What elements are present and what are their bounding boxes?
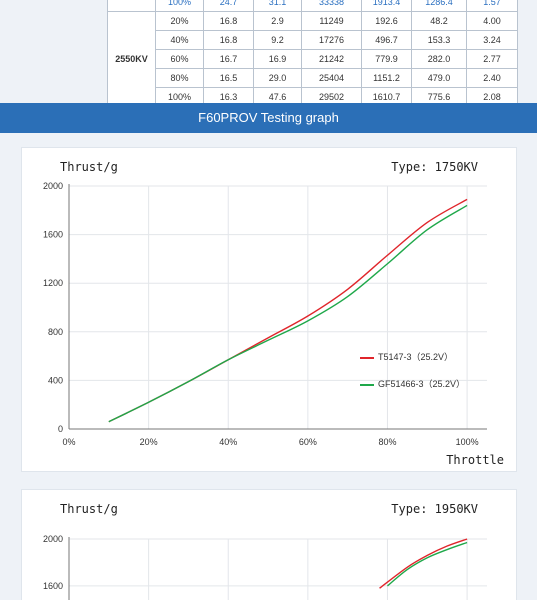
y-axis-label: Thrust/g	[60, 502, 118, 516]
chart-1950kv: 2000 1600	[43, 534, 487, 600]
chart-1750kv: 0 400 800 1200 1600 2000 0% 20% 40% 60% 80% 100%	[43, 181, 487, 447]
y-tick-label: 1200	[43, 278, 63, 288]
table-row: 60% 16.7 16.9 21242 779.9 282.0 2.77	[108, 49, 518, 69]
chart-card-1950kv: 2000 1600 Thrust/g Type: 1950KV	[21, 489, 517, 600]
table-cell: 33338	[301, 0, 362, 12]
y-axis-label: Thrust/g	[60, 160, 118, 174]
legend-item-t5147: T5147-3（25.2V）	[360, 350, 453, 363]
table-cell: 16.8	[203, 11, 254, 31]
y-tick-label: 2000	[43, 534, 63, 544]
table-row: 2550KV 20% 16.8 2.9 11249 192.6 48.2 4.00	[107, 11, 518, 107]
table-cell: 282.0	[411, 49, 467, 69]
chart-type-label: Type: 1750KV	[391, 160, 478, 174]
legend-label: GF51466-3（25.2V）	[378, 379, 466, 389]
table-row: 100% 24.7 31.1 33338 1913.4 1286.4 1.57	[107, 0, 518, 12]
y-tick-label: 1600	[43, 230, 63, 240]
x-tick-label: 60%	[299, 437, 317, 447]
series-line-0	[379, 538, 468, 589]
legend-swatch	[360, 356, 374, 359]
table-cell: 779.9	[361, 49, 412, 69]
table-cell: 9.2	[253, 30, 302, 50]
series-line-1	[387, 541, 468, 587]
x-tick-label: 40%	[219, 437, 237, 447]
table-cell: 80%	[155, 68, 204, 88]
x-tick-label: 0%	[62, 437, 75, 447]
x-tick-label: 80%	[378, 437, 396, 447]
table-cell: 21242	[301, 49, 362, 69]
table-cell: 16.9	[253, 49, 302, 69]
table-cell: 40%	[155, 30, 204, 50]
x-axis-label: Throttle	[446, 453, 504, 467]
table-cell: 24.7	[203, 0, 254, 12]
series-line-1	[108, 204, 468, 423]
table-cell: 479.0	[411, 68, 467, 88]
legend-swatch	[360, 383, 374, 386]
table-cell: 2.9	[253, 11, 302, 31]
table-cell: 153.3	[411, 30, 467, 50]
table-cell: 60%	[155, 49, 204, 69]
table-cell: 100%	[155, 0, 204, 12]
x-tick-label: 20%	[140, 437, 158, 447]
y-tick-label: 400	[48, 375, 63, 385]
table-cell: 2.77	[466, 49, 518, 69]
table-row: 40% 16.8 9.2 17276 496.7 153.3 3.24	[108, 30, 518, 50]
table-cell: 2.40	[466, 68, 518, 88]
legend-label: T5147-3（25.2V）	[378, 352, 454, 362]
table-row: 80% 16.5 29.0 25404 1151.2 479.0 2.40	[108, 68, 518, 88]
table-row: 100% 16.3 47.6 29502 1610.7 775.6 2.08	[108, 87, 518, 107]
table-cell: 1151.2	[361, 68, 412, 88]
y-tick-label: 2000	[43, 181, 63, 191]
chart-type-label: Type: 1950KV	[391, 502, 478, 516]
y-tick-label: 1600	[43, 581, 63, 591]
x-tick-label: 100%	[456, 437, 479, 447]
section-banner: F60PROV Testing graph	[0, 103, 537, 133]
banner-title: F60PROV Testing graph	[198, 110, 339, 125]
table-cell: 1286.4	[411, 0, 467, 12]
motor-data-table: 100% 24.7 31.1 33338 1913.4 1286.4 1.57 2550KV 2…	[107, 0, 518, 107]
table-cell: 1913.4	[361, 0, 412, 12]
table-cell: 496.7	[361, 30, 412, 50]
table-cell: 20%	[155, 11, 204, 31]
table-cell: 192.6	[361, 11, 412, 31]
legend-item-gf51466: GF51466-3（25.2V）	[360, 377, 465, 390]
table-cell: 16.8	[203, 30, 254, 50]
table-cell: 31.1	[253, 0, 302, 12]
table-cell: 25404	[301, 68, 362, 88]
table-cell: 17276	[301, 30, 362, 50]
y-tick-label: 800	[48, 327, 63, 337]
chart-card-1750kv: 0 400 800 1200 1600 2000 0% 20% 40% 60% 80% 100% Th…	[21, 147, 517, 472]
table-cell: 4.00	[466, 11, 518, 31]
table-cell: 48.2	[411, 11, 467, 31]
table-cell: 3.24	[466, 30, 518, 50]
kv-label: 2550KV	[107, 11, 156, 107]
table-cell: 1.57	[466, 0, 518, 12]
table-cell: 11249	[301, 11, 362, 31]
data-table: 100% 24.7 31.1 33338 1913.4 1286.4 1.57 2550KV 2…	[107, 0, 518, 107]
table-cell: 29.0	[253, 68, 302, 88]
y-tick-label: 0	[58, 424, 63, 434]
table-cell: 16.7	[203, 49, 254, 69]
table-cell: 16.5	[203, 68, 254, 88]
table-cell	[107, 0, 156, 12]
